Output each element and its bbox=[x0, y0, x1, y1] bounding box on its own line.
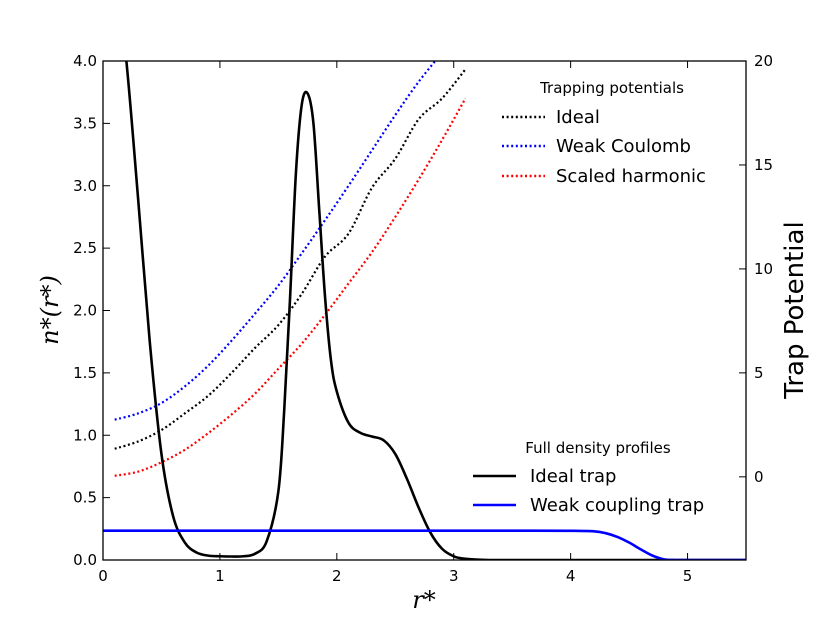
y-left-tick-label: 2.0 bbox=[73, 302, 97, 320]
x-tick-label: 5 bbox=[683, 567, 693, 585]
densities-legend-label-weak-coupling-trap: Weak coupling trap bbox=[530, 495, 704, 516]
potential-line-scaled-harmonic bbox=[114, 97, 467, 477]
y-left-tick-label: 3.5 bbox=[73, 114, 97, 132]
y-left-tick-label: 4.0 bbox=[73, 52, 97, 70]
densities-legend-title: Full density profiles bbox=[525, 439, 671, 457]
potentials-legend-title: Trapping potentials bbox=[539, 79, 684, 97]
y-right-tick-label: 15 bbox=[754, 156, 773, 174]
y-left-tick-label: 0.5 bbox=[73, 489, 97, 507]
densities-legend-label-ideal-trap: Ideal trap bbox=[530, 466, 616, 487]
x-tick-label: 4 bbox=[566, 567, 576, 585]
density-line-weak-coupling-trap bbox=[103, 529, 746, 560]
densities-legend: Full density profiles Ideal trap Weak co… bbox=[473, 439, 704, 516]
x-axis-title: r* bbox=[412, 586, 435, 614]
x-tick-label: 2 bbox=[332, 567, 342, 585]
x-tick-label: 1 bbox=[215, 567, 225, 585]
y-left-axis-title: n*(r*) bbox=[36, 275, 64, 345]
y-right-tick-label: 20 bbox=[754, 52, 773, 70]
potentials-legend-label-scaled-harmonic: Scaled harmonic bbox=[556, 166, 706, 187]
y-left-tick-label: 1.5 bbox=[73, 364, 97, 382]
y-left-tick-label: 1.0 bbox=[73, 426, 97, 444]
potentials-legend-label-weak-coulomb: Weak Coulomb bbox=[556, 136, 691, 157]
potential-line-weak-coulomb bbox=[114, 61, 437, 421]
y-right-tick-label: 5 bbox=[754, 364, 764, 382]
x-tick-label: 0 bbox=[98, 567, 108, 585]
x-tick-label: 3 bbox=[449, 567, 459, 585]
y-left-tick-label: 0.0 bbox=[73, 551, 97, 569]
potentials-legend-label-ideal: Ideal bbox=[556, 107, 600, 128]
y-right-tick-label: 10 bbox=[754, 260, 773, 278]
potential-line-ideal bbox=[114, 68, 467, 450]
y-left-tick-label: 2.5 bbox=[73, 239, 97, 257]
density-line-ideal-trap bbox=[125, 61, 746, 560]
potentials-legend: Trapping potentials Ideal Weak Coulomb S… bbox=[502, 79, 706, 187]
y-right-axis-title: Trap Potential bbox=[780, 221, 810, 399]
y-right-tick-label: 0 bbox=[754, 468, 764, 486]
y-left-tick-label: 3.0 bbox=[73, 177, 97, 195]
